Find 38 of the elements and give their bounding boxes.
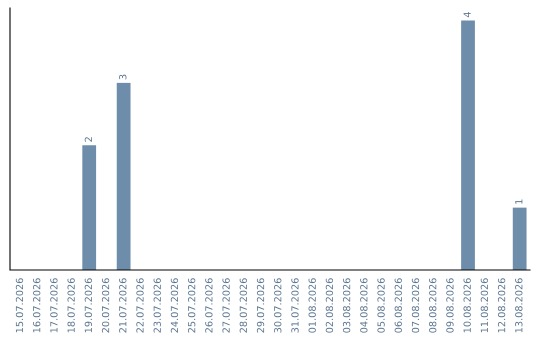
- data-label: 3: [119, 74, 126, 80]
- x-tick-label: 08.08.2026: [429, 278, 436, 333]
- x-tick-label: 23.07.2026: [154, 278, 161, 333]
- x-tick-label: 10.08.2026: [463, 278, 471, 332]
- x-tick-label: 04.08.2026: [360, 278, 368, 333]
- x-tick-label: 05.08.2026: [377, 278, 385, 333]
- x-tick-label: 18.07.2026: [67, 278, 75, 332]
- data-label: 4: [464, 12, 471, 18]
- x-tick-label: 17.07.2026: [50, 278, 58, 332]
- x-tick-label: 30.07.2026: [274, 278, 282, 333]
- x-tick-label: 07.08.2026: [412, 278, 420, 333]
- x-tick-label: 15.07.2026: [16, 278, 24, 332]
- x-tick-label: 16.07.2026: [33, 278, 40, 332]
- x-tick-label: 11.08.2026: [480, 278, 488, 332]
- x-tick-label: 28.07.2026: [240, 278, 247, 333]
- data-label: 2: [84, 137, 92, 142]
- bar: [116, 82, 131, 270]
- x-tick-label: 27.07.2026: [222, 278, 230, 333]
- x-tick-label: 01.08.2026: [308, 278, 316, 333]
- bar: [82, 145, 96, 270]
- x-tick-label: 25.07.2026: [188, 278, 196, 333]
- bar: [461, 20, 475, 270]
- x-tick-label: 09.08.2026: [446, 278, 454, 333]
- bar: [512, 208, 527, 270]
- x-tick-label: 13.08.2026: [515, 278, 522, 332]
- x-tick-label: 26.07.2026: [205, 278, 213, 333]
- x-tick-label: 12.08.2026: [498, 278, 506, 332]
- x-tick-label: 19.07.2026: [84, 278, 92, 332]
- x-tick-label: 21.07.2026: [119, 278, 126, 333]
- x-tick-label: 20.07.2026: [102, 278, 110, 333]
- x-tick-label: 03.08.2026: [342, 278, 350, 333]
- x-tick-label: 06.08.2026: [394, 278, 402, 333]
- x-tick-label: 02.08.2026: [326, 278, 334, 333]
- x-tick-label: 22.07.2026: [136, 278, 144, 333]
- x-tick-label: 29.07.2026: [256, 278, 264, 333]
- x-tick-label: 31.07.2026: [291, 278, 299, 333]
- x-tick-label: 24.07.2026: [170, 278, 178, 333]
- data-label: 1: [515, 200, 522, 204]
